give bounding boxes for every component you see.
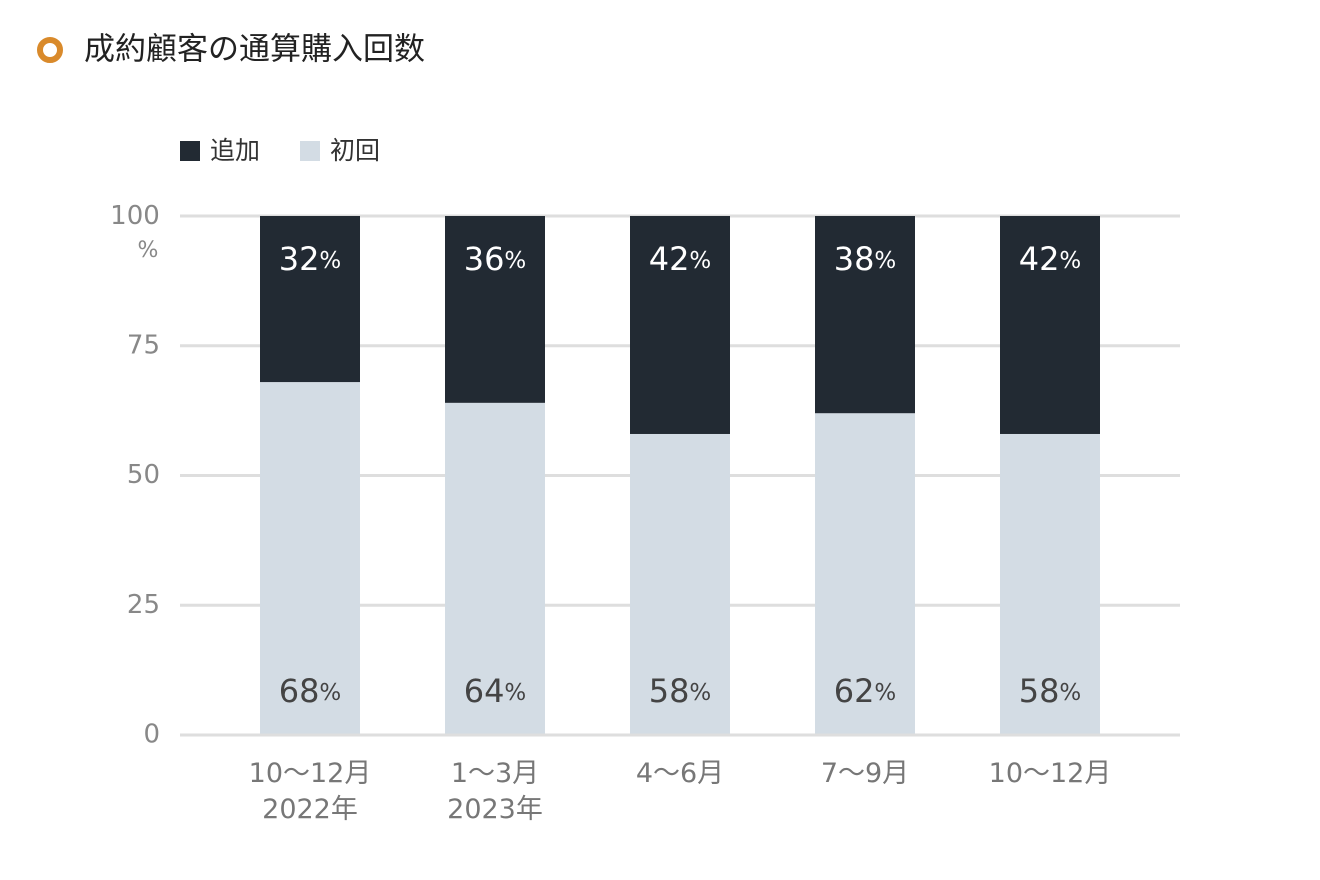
value-label-unit: % bbox=[874, 248, 896, 274]
value-label-number: 38 bbox=[834, 240, 875, 278]
bar-segment bbox=[445, 402, 545, 735]
value-label-number: 32 bbox=[279, 240, 320, 278]
bar-segment bbox=[815, 413, 915, 735]
bar-segment bbox=[260, 382, 360, 735]
value-label-unit: % bbox=[1059, 248, 1081, 274]
value-label: 58% bbox=[1019, 672, 1082, 710]
y-tick-label: 0 bbox=[143, 720, 160, 750]
legend-label: 初回 bbox=[330, 136, 380, 165]
value-label-unit: % bbox=[689, 248, 711, 274]
value-label-unit: % bbox=[319, 680, 341, 706]
value-label: 36% bbox=[464, 240, 527, 278]
legend-swatch bbox=[300, 141, 320, 161]
legend-swatch bbox=[180, 141, 200, 161]
bar-segment bbox=[630, 433, 730, 735]
value-label-number: 42 bbox=[1019, 240, 1060, 278]
value-label-unit: % bbox=[689, 680, 711, 706]
value-label-unit: % bbox=[319, 248, 341, 274]
bar-segment bbox=[445, 216, 545, 403]
value-label: 42% bbox=[1019, 240, 1082, 278]
value-label-number: 58 bbox=[649, 672, 690, 710]
value-label: 38% bbox=[834, 240, 897, 278]
x-tick-label: 7〜9月 bbox=[820, 758, 910, 789]
y-tick-label-part: % bbox=[138, 238, 159, 263]
value-label: 58% bbox=[649, 672, 712, 710]
value-label-number: 36 bbox=[464, 240, 505, 278]
y-tick-label: 25 bbox=[127, 590, 160, 620]
x-tick-label: 1〜3月 2023年 bbox=[447, 758, 543, 825]
value-label: 64% bbox=[464, 672, 527, 710]
value-label-number: 68 bbox=[279, 672, 320, 710]
value-label-unit: % bbox=[504, 248, 526, 274]
value-label-unit: % bbox=[874, 680, 896, 706]
bar-segment bbox=[815, 216, 915, 414]
y-tick-label: 100% bbox=[110, 201, 160, 264]
value-label-number: 42 bbox=[649, 240, 690, 278]
chart-title: 成約顧客の通算購入回数 bbox=[84, 32, 425, 68]
x-tick-label: 4〜6月 bbox=[635, 758, 725, 789]
value-label-number: 58 bbox=[1019, 672, 1060, 710]
y-tick-label-part: 100 bbox=[110, 201, 160, 231]
value-label-number: 64 bbox=[464, 672, 505, 710]
bar-segment bbox=[1000, 433, 1100, 735]
y-tick-label: 50 bbox=[127, 460, 160, 490]
x-tick-label: 10〜12月 bbox=[988, 758, 1112, 789]
value-label-number: 62 bbox=[834, 672, 875, 710]
legend-label: 追加 bbox=[210, 136, 260, 165]
value-label: 32% bbox=[279, 240, 342, 278]
bar-segment bbox=[1000, 216, 1100, 434]
value-label: 42% bbox=[649, 240, 712, 278]
bar-segment bbox=[630, 216, 730, 434]
title-icon bbox=[37, 37, 63, 63]
value-label-unit: % bbox=[1059, 680, 1081, 706]
x-tick-label: 10〜12月 2022年 bbox=[248, 758, 372, 825]
value-label: 62% bbox=[834, 672, 897, 710]
y-tick-label: 75 bbox=[127, 330, 160, 360]
bar-segment bbox=[260, 216, 360, 383]
value-label: 68% bbox=[279, 672, 342, 710]
value-label-unit: % bbox=[504, 680, 526, 706]
